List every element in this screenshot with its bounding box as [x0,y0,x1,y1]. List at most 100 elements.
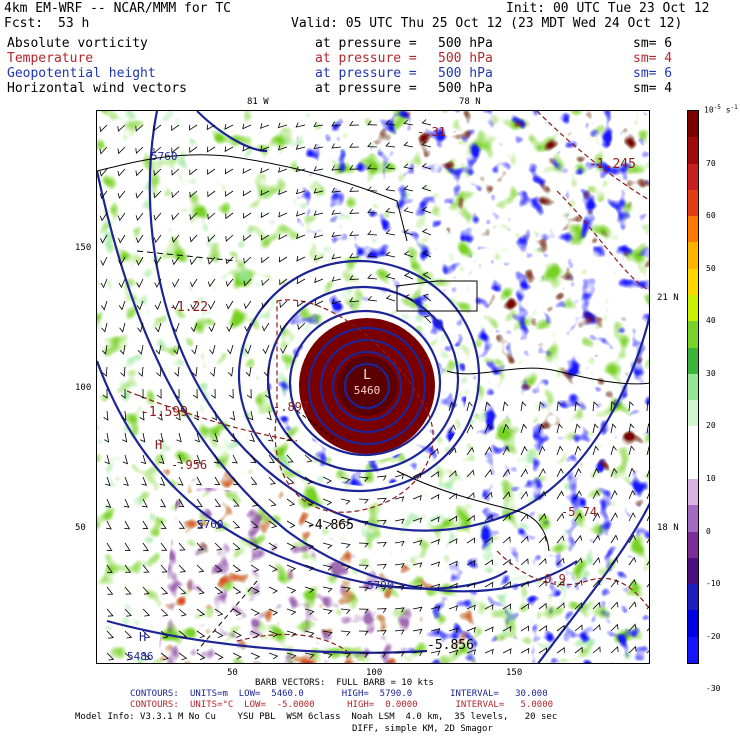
colorbar-swatch [688,268,698,296]
wind-barb [156,388,162,399]
wind-barb [592,579,601,588]
wind-barb [628,645,637,654]
wind-barb [286,564,297,572]
wind-barb [349,253,360,259]
wind-barb [628,401,634,412]
wind-barb [646,469,649,478]
wind-barb [242,168,252,174]
low-center-label: L [363,368,371,383]
wind-barb [194,432,200,443]
wind-barb [192,388,198,399]
wind-barb [250,564,260,573]
vorticity-active-field [157,111,649,663]
field-at-1: at pressure = [315,51,417,66]
colorbar-tick-label: 10 [706,474,716,483]
wind-barb [267,432,274,442]
wind-barb [249,432,256,442]
wind-barb [135,124,144,132]
field-name-1: Temperature [7,51,94,66]
wind-barb [385,142,396,148]
wind-barb [261,278,270,286]
wind-barb [207,278,216,288]
wind-barb [484,626,494,633]
wind-barb [430,471,439,478]
wind-barb [100,256,108,266]
wind-barb [136,278,144,288]
wind-barb [99,168,108,177]
wind-barb [189,234,198,243]
wind-barb [610,445,617,456]
wind-barb [430,538,440,545]
wind-barb [119,322,126,333]
field-sm-0: sm= 6 [633,36,673,51]
wind-barb [158,454,165,465]
wind-barb [403,207,414,214]
wind-barb [101,344,108,355]
wind-barb [120,366,126,377]
wind-barb [394,540,405,547]
colorbar-tick-label: 20 [706,421,716,431]
colorbar-swatch [688,163,698,191]
wind-barb [225,234,234,242]
field-at-3: at pressure = [315,81,417,96]
wind-barb [628,445,635,456]
wind-barb [430,605,441,612]
wind-barb [174,388,180,399]
wind-barb [466,537,476,544]
colorbar-swatch [688,426,698,454]
wind-barb [331,254,342,260]
colorbar-tick-label: 60 [706,211,716,221]
wind-barb [155,322,162,333]
wind-barb [592,401,598,412]
wind-barb [214,542,223,551]
wind-barb [266,410,272,421]
wind-barb [358,586,369,592]
wind-barb [99,190,108,200]
wind-barb [154,256,162,266]
wind-barb [313,143,324,150]
wind-barb [466,514,475,522]
wind-barb [322,630,333,637]
wind-barb [646,605,649,610]
wind-barb [207,256,216,265]
wind-barb [207,168,216,175]
wind-barb [172,278,180,288]
wind-barb [286,476,295,485]
wind-barb [646,515,649,522]
wind-barb [178,520,185,529]
wind-barb [286,498,296,507]
wind-barb [376,475,387,481]
wind-barb [484,401,491,412]
wind-barb [99,212,108,222]
wind-barb [538,625,547,632]
wind-barb [171,256,180,266]
wind-barb [538,401,545,412]
colorbar-swatch [688,584,698,611]
colorbar-swatch [688,295,698,322]
wind-barb [207,190,216,198]
wind-barb [466,559,476,566]
wind-barb [403,119,414,126]
wind-barb [296,278,306,285]
wind-barb [367,252,378,258]
colorbar-swatch [688,505,698,533]
wind-barb [349,142,360,148]
wind-barb [448,447,457,456]
wind-barb [592,601,601,610]
wind-barb [278,211,288,218]
wind-barb [466,492,475,500]
wind-barb [421,163,432,170]
wind-barb [448,560,458,567]
temp-label-m31: -.31 [417,125,446,139]
wind-barb [206,124,216,131]
wind-barb [484,491,493,500]
wind-barb [394,473,405,480]
wind-barb [412,628,423,635]
wind-barb [448,492,457,500]
wind-barb [214,520,222,529]
wind-barb [610,423,617,434]
wind-barb [142,520,149,530]
wind-barb [628,623,637,632]
wind-barb [190,300,198,310]
wind-barb [178,542,186,551]
